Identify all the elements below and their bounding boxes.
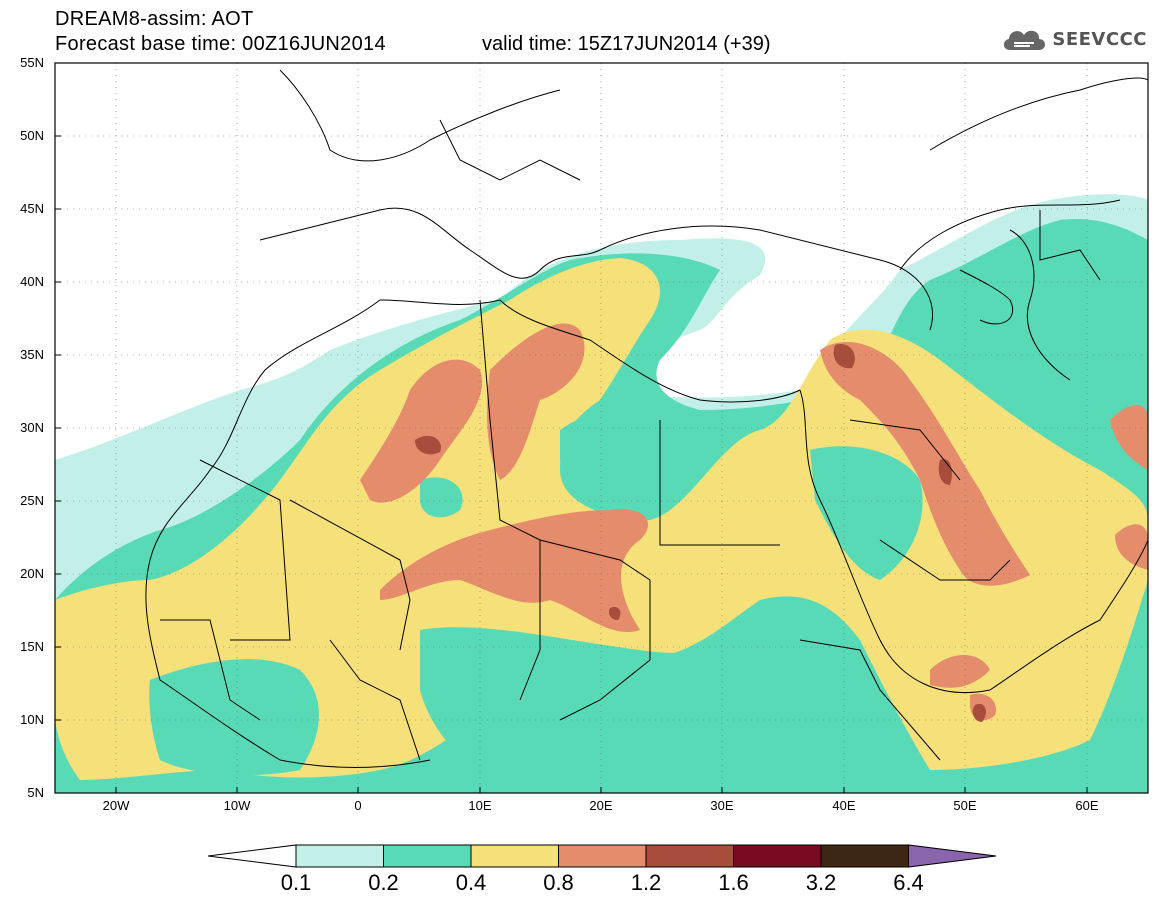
aot-patch-green-5 — [420, 477, 463, 518]
aot-hotspot-1 — [415, 435, 441, 455]
lon-label: 20E — [589, 798, 613, 813]
chart-title: DREAM8-assim: AOT — [55, 8, 254, 30]
lat-label: 25N — [20, 493, 44, 508]
colorbar-label: 1.6 — [718, 870, 749, 895]
colorbar-label: 6.4 — [893, 870, 924, 895]
lon-label: 60E — [1075, 798, 1099, 813]
aot-patch-green-1 — [560, 411, 707, 500]
forecast-base-time: Forecast base time: 00Z16JUN2014 — [55, 33, 386, 55]
colorbar-under-triangle — [207, 844, 297, 868]
lon-label: 20W — [102, 798, 130, 813]
aot-plume-2 — [487, 323, 585, 480]
lat-label: 15N — [20, 639, 44, 654]
colorbar-label: 0.8 — [543, 870, 574, 895]
lon-label: 0 — [354, 798, 362, 813]
lat-label: 5N — [27, 785, 44, 800]
aot-plume-5 — [930, 655, 990, 688]
axis-ticks — [55, 135, 1088, 793]
valid-time: valid time: 15Z17JUN2014 (+39) — [482, 33, 771, 55]
lat-label: 10N — [20, 712, 44, 727]
coastlines — [145, 69, 1148, 768]
lat-label: 20N — [20, 566, 44, 581]
aot-hotspot-5 — [608, 606, 621, 620]
graticule — [55, 63, 1148, 793]
seevccc-logo: SEEVCCC — [1000, 24, 1147, 54]
cloud-icon — [1004, 30, 1046, 50]
colorbar-label: 0.4 — [455, 870, 487, 895]
aot-patch-green-2 — [810, 446, 923, 580]
country-borders — [160, 119, 1101, 761]
colorbar-label: 0.2 — [368, 870, 399, 895]
lon-label: 30E — [710, 798, 734, 813]
lon-label: 50E — [953, 798, 977, 813]
aot-hotspot-4 — [972, 703, 986, 722]
lon-label: 10W — [223, 798, 251, 813]
colorbar-box-2 — [383, 844, 472, 868]
colorbar-box-5 — [645, 844, 734, 868]
colorbar-box-1 — [295, 844, 384, 868]
colorbar-box-7 — [820, 844, 909, 868]
lat-label: 50N — [20, 128, 44, 143]
aot-patch-green-4 — [149, 659, 319, 776]
colorbar-box-6 — [733, 844, 822, 868]
lat-label: 40N — [20, 274, 44, 289]
colorbar-label: 3.2 — [805, 870, 837, 895]
lon-label: 10E — [468, 798, 492, 813]
aot-plume-6 — [1110, 405, 1148, 470]
lon-label: 40E — [832, 798, 856, 813]
lat-label: 30N — [20, 420, 44, 435]
colorbar-box-3 — [470, 844, 559, 868]
logo-text: SEEVCCC — [1052, 28, 1147, 50]
lat-label: 45N — [20, 201, 44, 216]
aot-plume-3 — [380, 509, 649, 633]
aot-patch-green-3 — [420, 627, 815, 790]
aot-hotspot-2 — [833, 344, 855, 369]
aot-plume-4 — [820, 341, 1030, 586]
aot-plume-7 — [1115, 524, 1148, 570]
colorbar-label: 1.2 — [630, 870, 662, 895]
colorbar-label: 0.1 — [280, 870, 312, 895]
colorbar-box-4 — [558, 844, 647, 868]
lat-label: 55N — [20, 55, 44, 70]
aot-plume-1 — [360, 359, 482, 503]
lat-label: 35N — [20, 347, 44, 362]
colorbar-over-triangle — [908, 844, 997, 868]
